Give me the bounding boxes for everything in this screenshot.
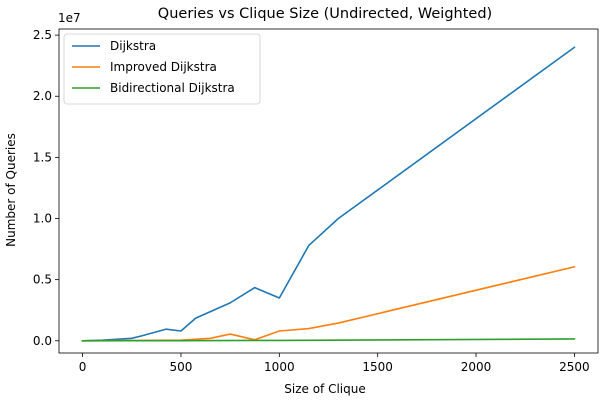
x-tick-label: 1500 [362,360,393,374]
y-tick-label: 0.0 [33,334,52,348]
y-axis-offset-label: 1e7 [58,11,81,25]
y-axis-label: Number of Queries [4,133,18,247]
legend-label-improved-dijkstra: Improved Dijkstra [110,60,217,74]
x-tick-label: 2500 [559,360,590,374]
plot-frame [58,28,599,354]
y-tick-label: 1.0 [33,212,52,226]
legend-label-bidirectional-dijkstra: Bidirectional Dijkstra [110,81,235,95]
legend: Dijkstra Improved Dijkstra Bidirectional D… [63,33,261,105]
y-tick-label: 1.5 [33,150,52,164]
legend-box [63,33,261,105]
y-tick-label: 0.5 [33,273,52,287]
x-tick-label: 2000 [461,360,492,374]
y-axis-ticks: 0.0 0.5 1.0 1.5 2.0 2.5 [33,28,59,348]
y-tick-label: 2.5 [33,28,52,42]
series-lines [81,46,576,342]
x-axis-ticks: 0 500 1000 1500 2000 2500 [79,353,590,374]
x-axis-label: Size of Clique [284,382,365,396]
x-tick-label: 500 [170,360,193,374]
chart-title: Queries vs Clique Size (Undirected, Weig… [158,6,492,22]
y-tick-label: 2.0 [33,89,52,103]
series-line-bidirectional-dijkstra [81,338,576,342]
x-tick-label: 1000 [264,360,295,374]
series-line-dijkstra [81,46,576,342]
legend-label-dijkstra: Dijkstra [110,39,156,53]
x-tick-label: 0 [79,360,87,374]
